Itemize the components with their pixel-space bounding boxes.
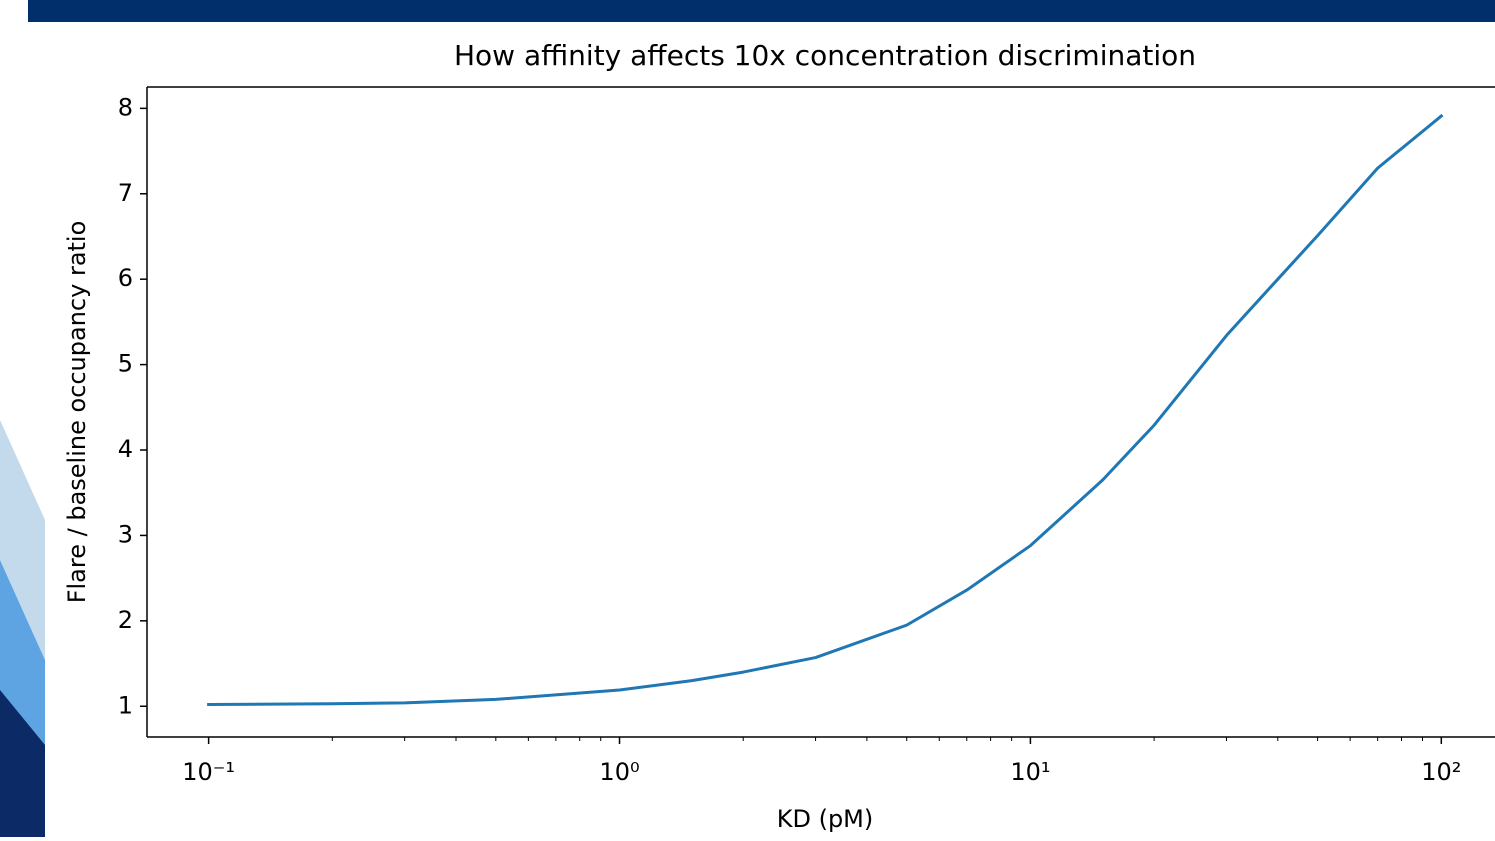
decor-dark — [0, 690, 45, 837]
axes — [146, 86, 1495, 738]
y-tick-label: 7 — [118, 179, 133, 207]
y-tick-label: 8 — [118, 93, 133, 121]
y-tick-label: 3 — [118, 520, 133, 548]
top-banner — [28, 0, 1495, 22]
y-tick-label: 1 — [118, 691, 133, 719]
y-tick-label: 4 — [118, 435, 133, 463]
x-tick-label: 10¹ — [1010, 758, 1050, 786]
x-tick-label: 10⁰ — [599, 758, 639, 786]
x-axis-label: KD (pM) — [777, 805, 874, 833]
y-tick-label: 6 — [118, 264, 133, 292]
decor-light — [0, 420, 45, 660]
y-tick-label: 5 — [118, 350, 133, 378]
y-axis-label: Flare / baseline occupancy ratio — [63, 221, 91, 604]
chart-title: How affinity affects 10x concentration d… — [454, 39, 1196, 72]
y-tick-label: 2 — [118, 606, 133, 634]
series-line — [207, 113, 1444, 707]
x-tick-label: 10⁻¹ — [182, 758, 235, 786]
x-tick-label: 10² — [1421, 758, 1461, 786]
